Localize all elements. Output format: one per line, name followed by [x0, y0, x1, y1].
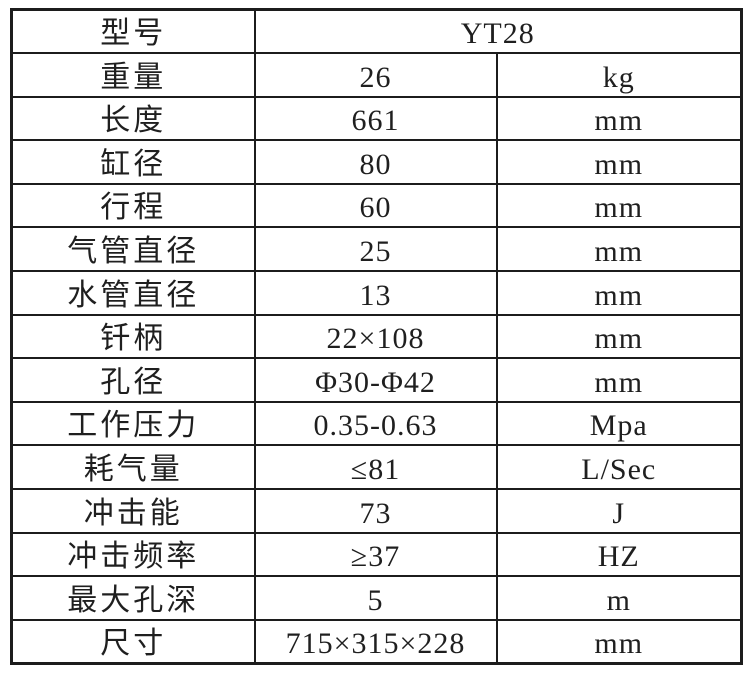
spec-unit-cell: HZ [495, 531, 743, 578]
spec-label-cell: 缸径 [10, 139, 256, 185]
table-row: 尺寸 715×315×228 mm [10, 618, 743, 665]
spec-unit-cell: mm [495, 270, 743, 316]
spec-label-cell: 水管直径 [10, 270, 256, 316]
spec-value-cell: 22×108 [253, 313, 498, 360]
table-row: 冲击频率 ≥37 HZ [10, 531, 743, 578]
spec-unit-cell: mm [495, 182, 743, 229]
spec-value-cell: 661 [253, 95, 498, 142]
spec-label-cell: 冲击能 [10, 488, 256, 534]
spec-value-cell: 60 [253, 182, 498, 229]
spec-value-cell: ≤81 [253, 444, 498, 491]
spec-value-cell: 80 [253, 139, 498, 185]
spec-unit-cell: kg [495, 52, 743, 98]
table-row-model: 型号 YT28 [10, 8, 743, 55]
spec-unit-cell: mm [495, 95, 743, 142]
table-row: 水管直径 13 mm [10, 270, 743, 316]
spec-label-cell: 冲击频率 [10, 531, 256, 578]
table-row: 最大孔深 5 m [10, 575, 743, 621]
spec-value-cell: 13 [253, 270, 498, 316]
spec-label-cell: 行程 [10, 182, 256, 229]
spec-unit-cell: Mpa [495, 400, 743, 447]
spec-value-cell: Φ30-Φ42 [253, 357, 498, 403]
spec-unit-cell: L/Sec [495, 444, 743, 491]
spec-value-cell: 26 [253, 52, 498, 98]
table-row: 行程 60 mm [10, 182, 743, 229]
spec-value-model: YT28 [253, 8, 743, 55]
spec-label-cell: 尺寸 [10, 618, 256, 665]
spec-label-cell: 耗气量 [10, 444, 256, 491]
table-row: 工作压力 0.35-0.63 Mpa [10, 400, 743, 447]
spec-value-cell: 5 [253, 575, 498, 621]
spec-value-cell: 715×315×228 [253, 618, 498, 665]
spec-value-cell: 25 [253, 226, 498, 273]
spec-value-cell: 73 [253, 488, 498, 534]
spec-label-cell: 工作压力 [10, 400, 256, 447]
spec-label-cell: 最大孔深 [10, 575, 256, 621]
table-row: 耗气量 ≤81 L/Sec [10, 444, 743, 491]
spec-unit-cell: m [495, 575, 743, 621]
spec-unit-cell: mm [495, 618, 743, 665]
spec-unit-cell: mm [495, 226, 743, 273]
spec-label-cell: 长度 [10, 95, 256, 142]
spec-unit-cell: mm [495, 357, 743, 403]
spec-unit-cell: mm [495, 139, 743, 185]
spec-value-cell: 0.35-0.63 [253, 400, 498, 447]
spec-label-model: 型号 [10, 8, 256, 55]
table-row: 孔径 Φ30-Φ42 mm [10, 357, 743, 403]
table-row: 缸径 80 mm [10, 139, 743, 185]
spec-label-cell: 气管直径 [10, 226, 256, 273]
table-row: 长度 661 mm [10, 95, 743, 142]
table-row: 钎柄 22×108 mm [10, 313, 743, 360]
spec-label-cell: 重量 [10, 52, 256, 98]
table-row: 冲击能 73 J [10, 488, 743, 534]
spec-label-cell: 钎柄 [10, 313, 256, 360]
spec-table: 型号 YT28 重量 26 kg 长度 661 mm 缸径 80 mm 行程 6… [10, 8, 743, 665]
table-row: 重量 26 kg [10, 52, 743, 98]
spec-label-cell: 孔径 [10, 357, 256, 403]
spec-unit-cell: J [495, 488, 743, 534]
table-row: 气管直径 25 mm [10, 226, 743, 273]
spec-unit-cell: mm [495, 313, 743, 360]
spec-value-cell: ≥37 [253, 531, 498, 578]
